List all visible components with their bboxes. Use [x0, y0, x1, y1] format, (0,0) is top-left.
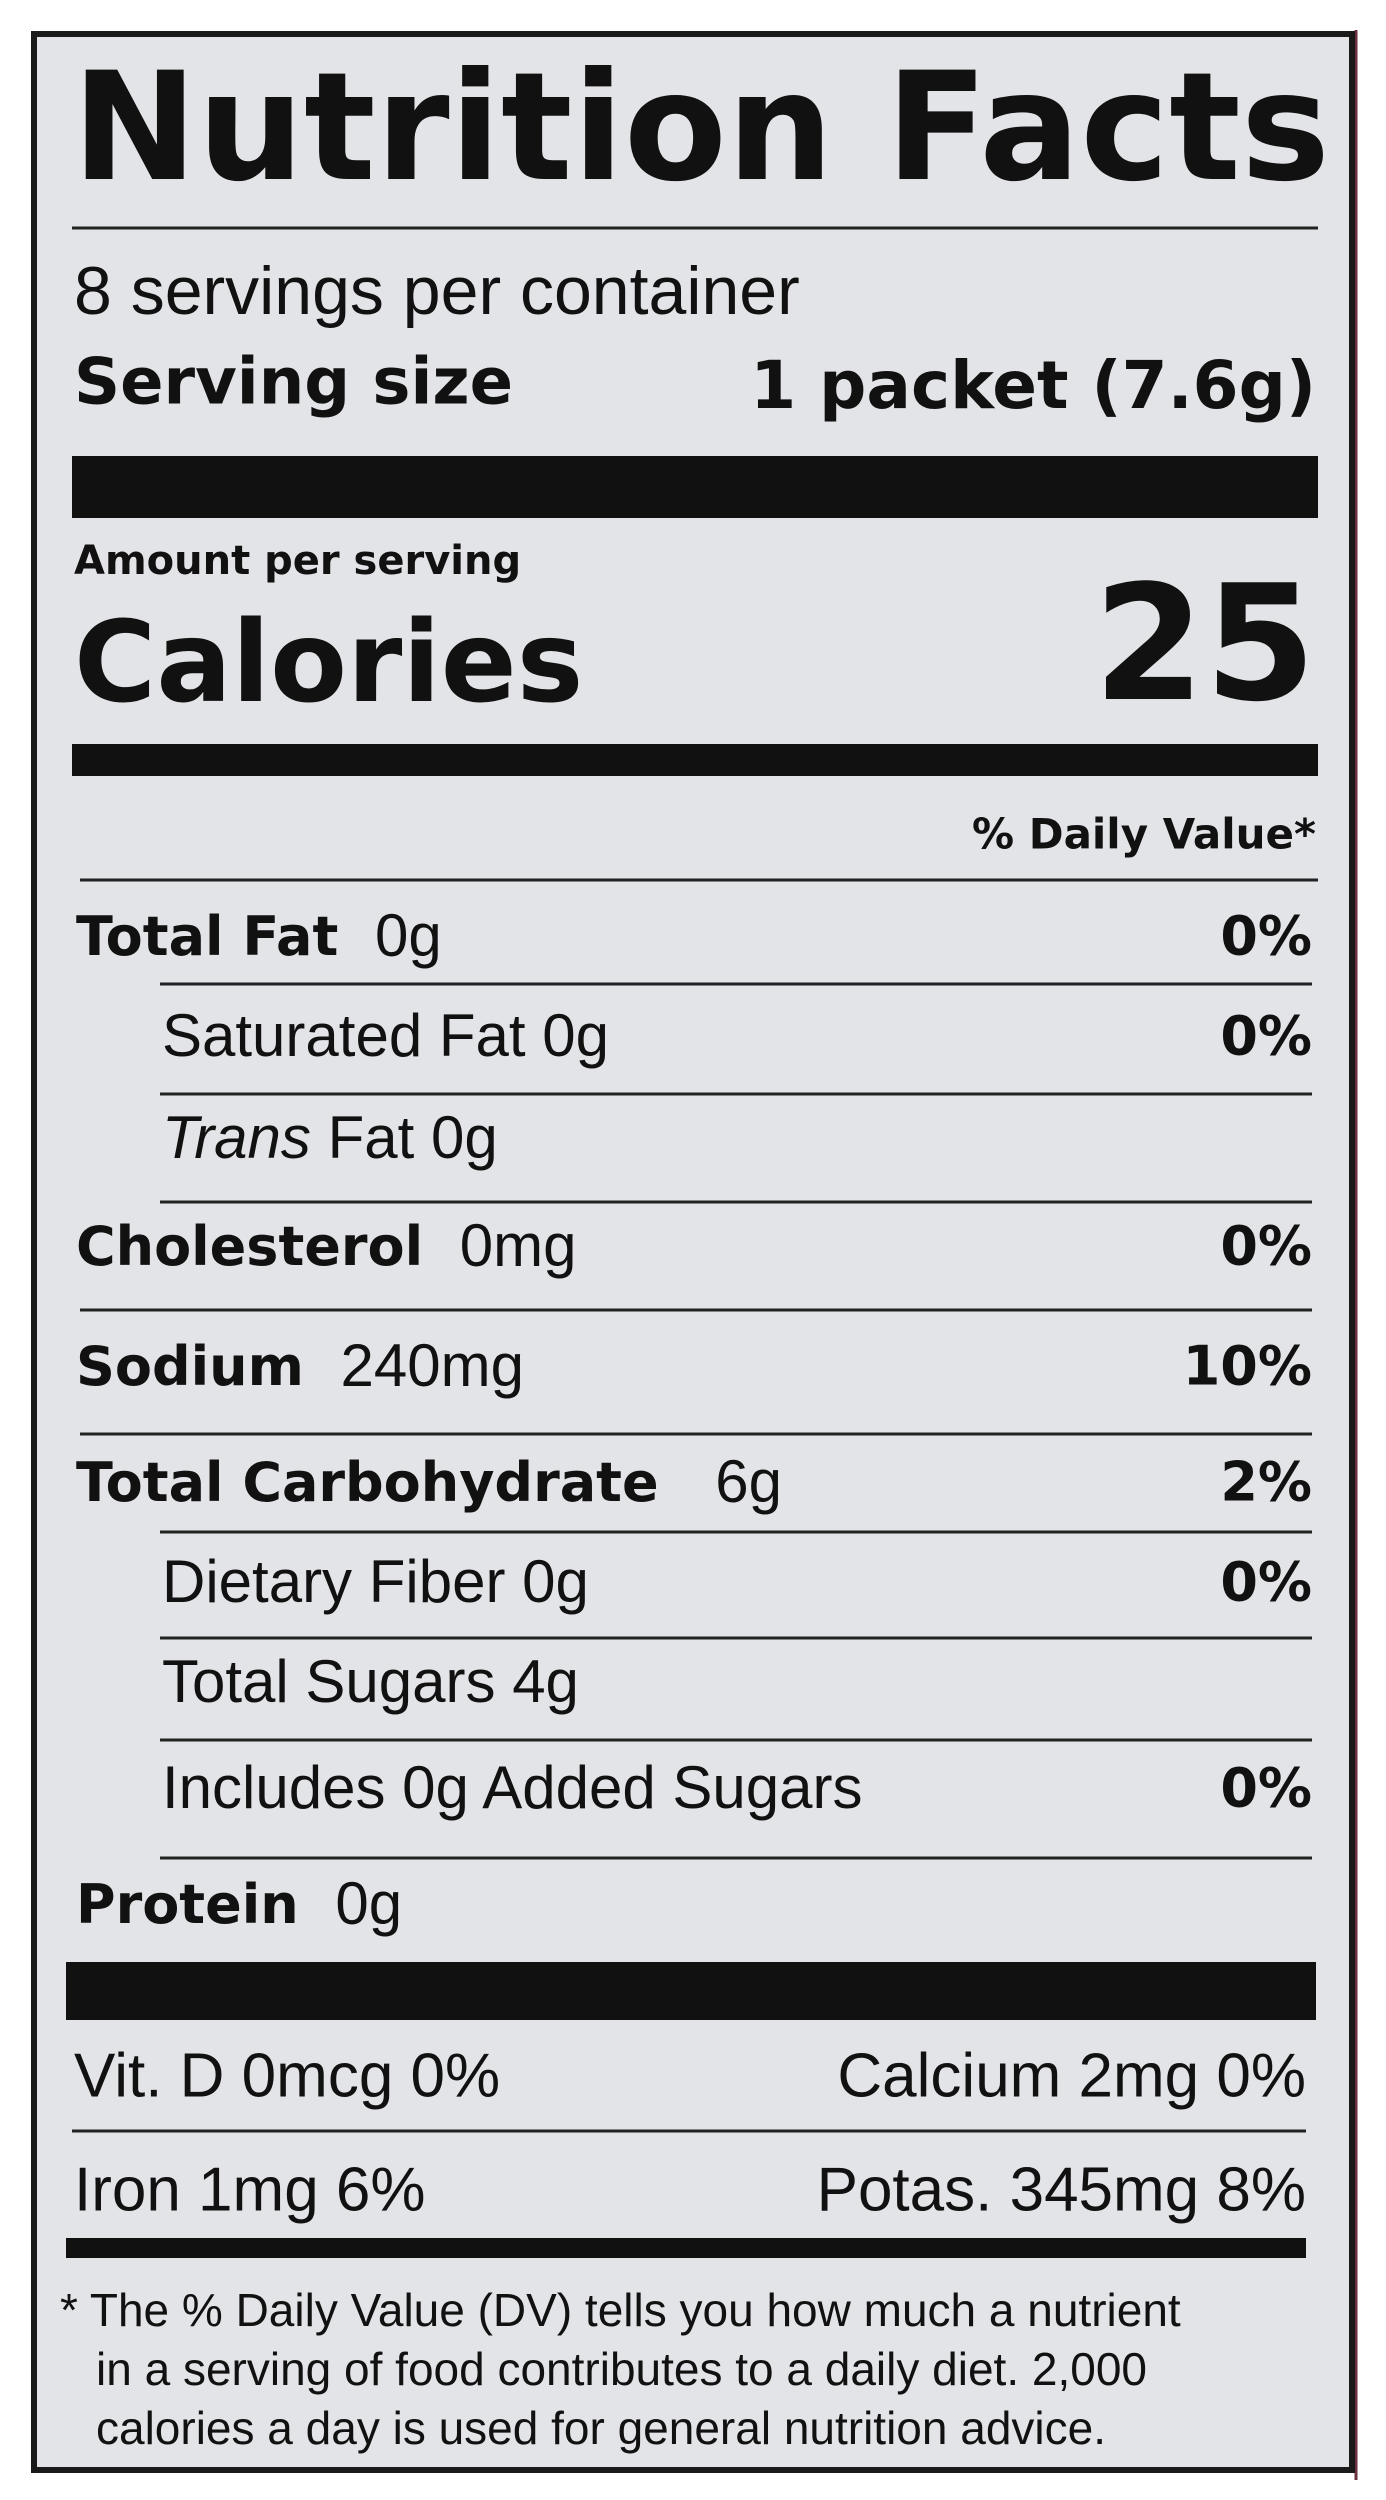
- footnote-line: in a serving of food contributes to a da…: [96, 2343, 1147, 2395]
- daily-value: 0%: [1220, 1215, 1312, 1278]
- nutrient-row: Protein 0g: [76, 1870, 402, 1937]
- amount: 240mg: [341, 1332, 524, 1399]
- vitamin: Calcium 2mg 0%: [837, 2041, 1306, 2110]
- nutrient-row: Includes 0g Added Sugars: [162, 1754, 863, 1821]
- daily-value: 0%: [1220, 1551, 1312, 1614]
- amount: 0g: [375, 902, 442, 969]
- serving-size-label: Serving size: [74, 346, 513, 420]
- thick-bar: [66, 1962, 1316, 2020]
- name: Dietary Fiber: [162, 1548, 505, 1615]
- nutrient-row: Total Carbohydrate 6g: [76, 1448, 782, 1515]
- daily-value: 0%: [1220, 1005, 1312, 1068]
- amount: 0g: [522, 1548, 589, 1615]
- nutrient-row: Total Sugars 4g: [162, 1648, 579, 1715]
- amount: 0g: [431, 1104, 498, 1171]
- nutrient-row: Cholesterol 0mg: [76, 1212, 577, 1279]
- serving-size-value: 1 packet (7.6g): [750, 347, 1316, 424]
- title: Nutrition Facts: [72, 41, 1330, 215]
- vitamin: Vit. D 0mcg 0%: [74, 2041, 500, 2110]
- nutrient-row: Dietary Fiber 0g: [162, 1548, 589, 1615]
- name: Sodium: [76, 1335, 304, 1398]
- name: Includes 0g Added Sugars: [162, 1754, 863, 1821]
- daily-value: 10%: [1183, 1335, 1312, 1398]
- calories-label: Calories: [74, 598, 583, 728]
- daily-value: 2%: [1220, 1451, 1312, 1514]
- calories-value: 25: [1093, 550, 1316, 737]
- name: Saturated Fat: [162, 1002, 526, 1069]
- amount: 0g: [335, 1870, 402, 1937]
- name: Total Fat: [76, 905, 338, 968]
- medium-bar: [66, 2238, 1306, 2258]
- servings: 8 servings per container: [74, 253, 800, 329]
- nutrient-row: Total Fat 0g: [76, 902, 442, 969]
- nutrient-row: Trans Fat 0g: [162, 1104, 498, 1171]
- name: Total Carbohydrate: [76, 1451, 659, 1514]
- amount-per-serving: Amount per serving: [74, 538, 521, 584]
- name: Cholesterol: [76, 1215, 423, 1278]
- nutrient-rows: Total Fat 0g 0% Saturated Fat 0g 0% Trans …: [76, 902, 1312, 1937]
- name: Fat: [328, 1104, 415, 1171]
- name: Protein: [76, 1873, 299, 1936]
- footnote: * The % Daily Value (DV) tells you how m…: [60, 2284, 1181, 2454]
- amount: 6g: [715, 1448, 782, 1515]
- footnote-line: calories a day is used for general nutri…: [96, 2402, 1106, 2454]
- nutrient-row: Sodium 240mg: [76, 1332, 524, 1399]
- vitamins: Vit. D 0mcg 0% Calcium 2mg 0% Iron 1mg 6% P…: [74, 2041, 1306, 2224]
- daily-value: 0%: [1220, 905, 1312, 968]
- prefix: Trans: [162, 1104, 311, 1171]
- amount: 0g: [542, 1002, 609, 1069]
- nutrient-row: Saturated Fat 0g: [162, 1002, 609, 1069]
- daily-value-header: % Daily Value*: [972, 810, 1316, 859]
- amount: 0mg: [460, 1212, 577, 1279]
- thick-bar: [72, 456, 1318, 518]
- medium-bar: [72, 744, 1318, 776]
- name: Total Sugars: [162, 1648, 496, 1715]
- daily-value: 0%: [1220, 1757, 1312, 1820]
- panel: [31, 31, 1355, 2473]
- footnote-line: * The % Daily Value (DV) tells you how m…: [60, 2284, 1181, 2336]
- amount: 4g: [512, 1648, 579, 1715]
- vitamin: Iron 1mg 6%: [74, 2155, 426, 2224]
- vitamin: Potas. 345mg 8%: [817, 2155, 1306, 2224]
